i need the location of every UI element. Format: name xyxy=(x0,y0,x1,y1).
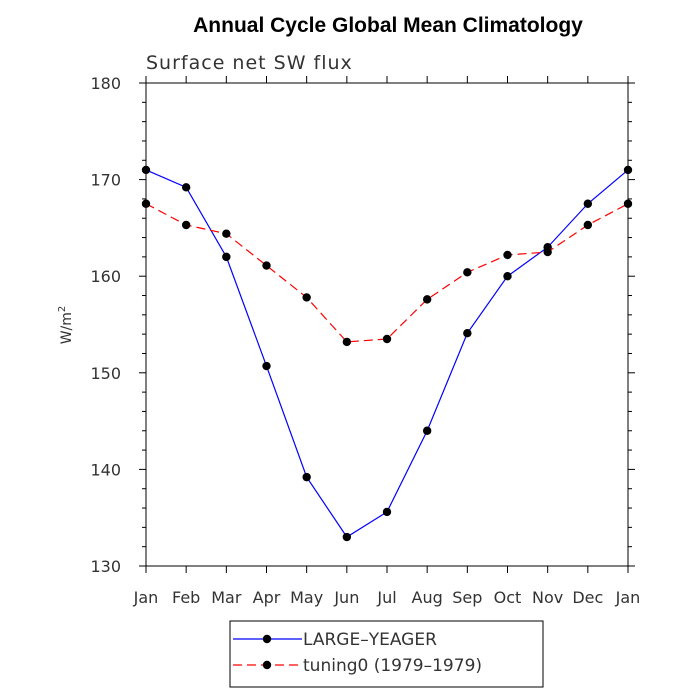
data-point-series-1 xyxy=(262,261,271,270)
legend-marker-1 xyxy=(262,660,272,670)
data-point-series-0 xyxy=(623,165,633,175)
data-point-series-1 xyxy=(543,247,552,257)
data-point-series-1 xyxy=(583,220,593,230)
chart-title: Annual Cycle Global Mean Climatology xyxy=(193,14,583,37)
y-tick-label: 160 xyxy=(90,267,121,286)
x-tick-label: Dec xyxy=(572,588,603,607)
y-axis: 130 140 150 160 170 180 xyxy=(90,74,635,576)
data-point-series-1 xyxy=(302,293,311,302)
series-layer xyxy=(141,165,633,542)
x-tick-label: Jan xyxy=(615,588,641,607)
x-tick-label: Mar xyxy=(211,588,242,607)
data-point-series-0 xyxy=(463,328,472,338)
legend-label-1: tuning0 (1979–1979) xyxy=(303,656,482,676)
data-point-series-1 xyxy=(181,220,191,230)
data-point-series-0 xyxy=(422,426,432,435)
data-point-series-0 xyxy=(181,183,191,192)
chart-subtitle: Surface net SW flux xyxy=(146,52,353,74)
series-line-1 xyxy=(145,203,629,343)
data-point-series-0 xyxy=(302,472,311,482)
x-axis: Jan Feb Mar Apr May Jun Jul Aug Sep Oct Nov Dec Jan xyxy=(133,76,641,607)
legend-items: LARGE–YEAGER tuning0 (1979–1979) xyxy=(233,630,482,676)
x-tick-label: Jun xyxy=(333,588,359,607)
data-point-series-1 xyxy=(222,229,231,238)
legend-marker-0 xyxy=(262,634,272,644)
data-point-series-1 xyxy=(382,334,392,344)
x-tick-label: Apr xyxy=(253,588,281,607)
data-point-series-1 xyxy=(503,250,512,260)
data-point-series-0 xyxy=(222,252,231,262)
data-point-series-0 xyxy=(141,165,151,175)
data-point-series-1 xyxy=(623,199,633,208)
legend-label-0: LARGE–YEAGER xyxy=(303,630,437,650)
y-tick-label: 140 xyxy=(90,460,121,479)
data-point-series-1 xyxy=(422,295,432,304)
y-tick-label: 180 xyxy=(90,74,121,93)
data-point-series-1 xyxy=(342,337,352,347)
x-tick-label: Jul xyxy=(376,588,396,607)
x-tick-label: Sep xyxy=(452,588,482,607)
data-point-series-0 xyxy=(382,507,392,517)
data-point-series-1 xyxy=(141,199,151,208)
x-tick-label: Oct xyxy=(494,588,522,607)
y-tick-label: 150 xyxy=(90,364,121,383)
x-tick-label: Nov xyxy=(532,588,563,607)
series-line-0 xyxy=(145,169,629,538)
data-point-series-0 xyxy=(583,199,593,208)
x-tick-label: May xyxy=(290,588,323,607)
x-tick-label: Feb xyxy=(172,588,200,607)
y-tick-label: 130 xyxy=(90,557,121,576)
legend-frame xyxy=(229,620,544,688)
y-tick-label: 170 xyxy=(90,171,121,190)
data-point-series-0 xyxy=(503,272,512,281)
data-point-series-1 xyxy=(463,268,472,277)
data-point-series-0 xyxy=(342,532,352,542)
x-tick-label: Aug xyxy=(412,588,443,607)
plot-frame xyxy=(145,82,629,567)
x-tick-label: Jan xyxy=(133,588,159,607)
data-point-series-0 xyxy=(262,361,271,371)
y-axis-label: W/m2 xyxy=(57,306,75,345)
legend: LARGE–YEAGER tuning0 (1979–1979) xyxy=(229,620,544,688)
